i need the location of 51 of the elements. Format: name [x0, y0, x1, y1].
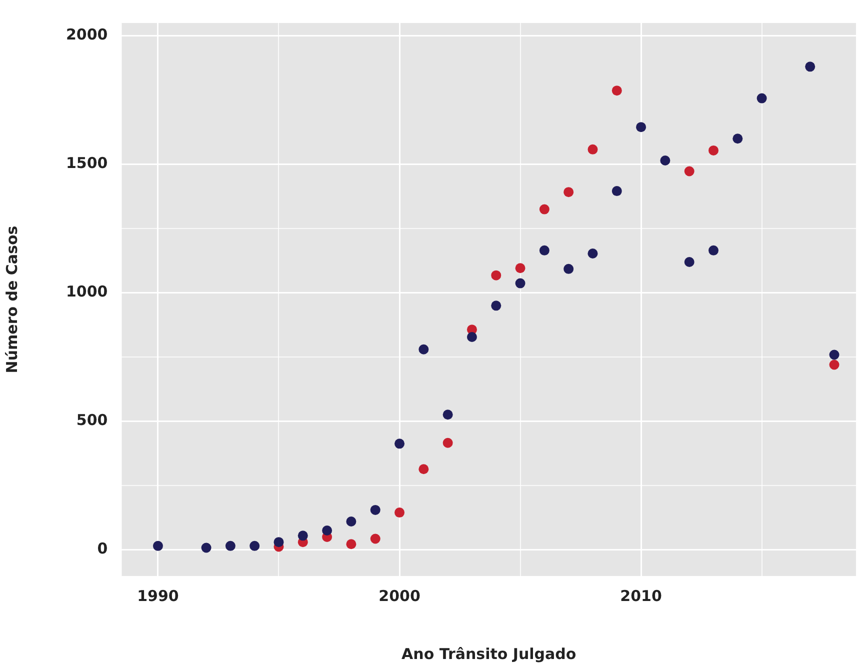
- point: [298, 530, 308, 541]
- point: [418, 464, 429, 474]
- point: [491, 300, 502, 311]
- point: [588, 248, 598, 259]
- point: [539, 245, 550, 256]
- point: [152, 540, 163, 551]
- point: [418, 344, 429, 354]
- point: [612, 186, 622, 196]
- point: [588, 144, 598, 154]
- point: [201, 542, 212, 553]
- point: [346, 539, 356, 550]
- y-tick-label: 500: [76, 411, 108, 430]
- y-tick-label: 0: [97, 540, 108, 558]
- point: [829, 360, 840, 370]
- x-tick-label: 2010: [620, 586, 662, 605]
- point: [515, 278, 526, 288]
- point: [394, 438, 405, 449]
- x-tick-label: 2000: [378, 586, 420, 605]
- point: [394, 508, 405, 518]
- point: [274, 537, 284, 548]
- point: [636, 122, 646, 132]
- point: [250, 540, 260, 551]
- point: [684, 256, 694, 267]
- point: [805, 62, 816, 72]
- y-axis-title: Número de Casos: [2, 226, 21, 374]
- point: [612, 86, 622, 96]
- point: [756, 93, 767, 104]
- point: [225, 540, 236, 551]
- y-tick-label: 1000: [66, 282, 108, 301]
- y-tick-label: 2000: [66, 26, 108, 44]
- point: [322, 526, 332, 536]
- point: [660, 155, 670, 166]
- y-tick-label: 1500: [66, 154, 108, 172]
- point: [539, 204, 550, 214]
- point: [466, 332, 477, 342]
- point: [346, 516, 356, 527]
- point: [732, 134, 743, 144]
- point: [564, 264, 574, 274]
- point: [708, 245, 718, 256]
- point: [564, 187, 574, 198]
- point: [515, 263, 526, 274]
- point: [491, 270, 502, 280]
- x-axis-title: Ano Trânsito Julgado: [402, 644, 576, 663]
- x-tick-label: 1990: [137, 586, 179, 605]
- point: [442, 410, 453, 420]
- point: [829, 350, 840, 360]
- point: [442, 438, 453, 448]
- point: [684, 166, 694, 176]
- point: [370, 534, 380, 544]
- point: [370, 504, 380, 515]
- point: [708, 145, 718, 156]
